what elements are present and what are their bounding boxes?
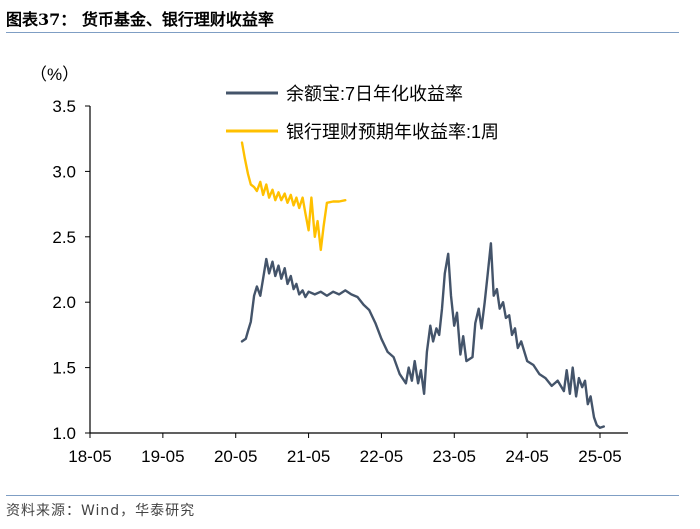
x-tick-label: 25-05 [578, 447, 621, 466]
y-tick-label: 3.0 [52, 162, 76, 181]
x-tick-label: 18-05 [68, 447, 111, 466]
x-tick-label: 20-05 [214, 447, 257, 466]
y-axis-unit-label: （%） [30, 65, 79, 84]
title-rule [6, 32, 679, 33]
series-lines [240, 141, 605, 429]
y-tick-label: 1.0 [52, 424, 76, 443]
series-line-2 [240, 141, 347, 252]
x-tick-label: 23-05 [433, 447, 476, 466]
y-tick-label: 3.5 [52, 97, 76, 116]
y-tick-label: 2.5 [52, 228, 76, 247]
y-tick-label: 1.5 [52, 359, 76, 378]
y-tick-label: 2.0 [52, 293, 76, 312]
source-rule [6, 495, 679, 496]
source-note: 资料来源：Wind，华泰研究 [6, 503, 196, 519]
x-tick-label: 19-05 [141, 447, 184, 466]
legend-label-2: 银行理财预期年收益率:1周 [286, 122, 499, 142]
legend-label-1: 余额宝:7日年化收益率 [286, 84, 463, 104]
axes: 1.0 1.5 2.0 2.5 3.0 3.5 18-05 19-05 20-05 21-05 22… [52, 97, 628, 466]
figure-title: 图表37： 货币基金、银行理财收益率 [6, 10, 274, 29]
x-tick-label: 22-05 [360, 447, 403, 466]
x-tick-label: 21-05 [287, 447, 330, 466]
series-line-1 [240, 242, 605, 429]
x-tick-label: 24-05 [505, 447, 548, 466]
